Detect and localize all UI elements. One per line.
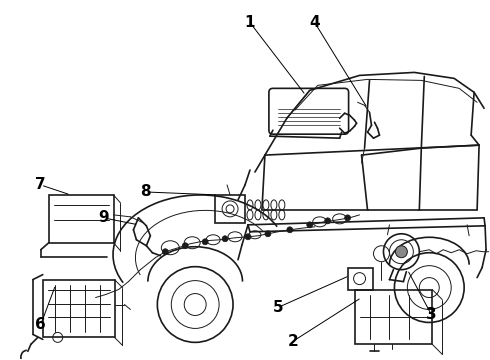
- Text: 7: 7: [35, 177, 46, 193]
- Circle shape: [202, 239, 208, 245]
- Text: 5: 5: [272, 300, 283, 315]
- Circle shape: [395, 246, 407, 258]
- Circle shape: [287, 227, 293, 233]
- Text: 9: 9: [98, 210, 109, 225]
- Circle shape: [182, 243, 188, 249]
- Circle shape: [307, 222, 313, 228]
- Text: 1: 1: [245, 15, 255, 30]
- Circle shape: [245, 234, 251, 240]
- Circle shape: [344, 215, 350, 221]
- Circle shape: [162, 249, 168, 255]
- Text: 8: 8: [140, 184, 151, 199]
- Text: 6: 6: [35, 317, 46, 332]
- Circle shape: [325, 218, 331, 224]
- Circle shape: [222, 236, 228, 242]
- Text: 2: 2: [288, 334, 298, 349]
- Text: 3: 3: [426, 307, 437, 322]
- Circle shape: [265, 231, 271, 237]
- Text: 4: 4: [309, 15, 320, 30]
